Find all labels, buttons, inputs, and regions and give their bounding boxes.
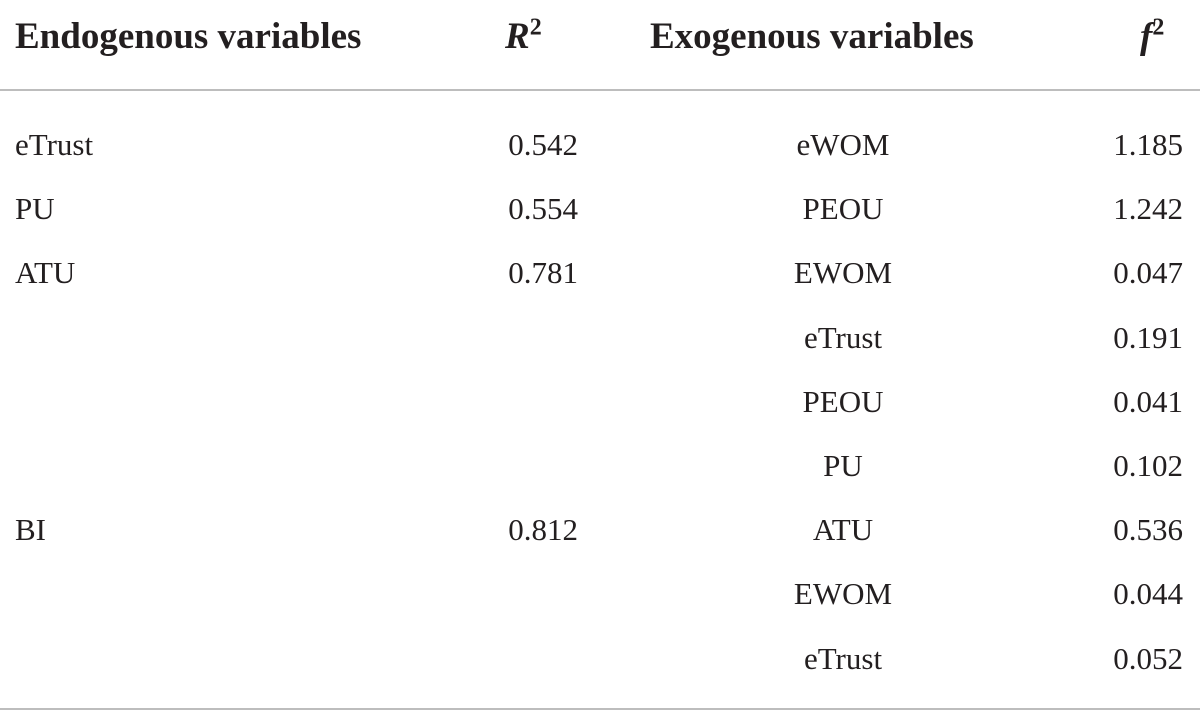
header-text: Endogenous variables (15, 16, 362, 57)
table-cell: eWOM (796, 127, 890, 162)
table-cell: 0.191 (1113, 319, 1183, 355)
header-text: R (505, 16, 530, 57)
table-cell: PU (823, 448, 863, 483)
header-cell: R2 (505, 12, 542, 62)
table-cell: 1.185 (1113, 127, 1183, 162)
table-cell: 0.781 (508, 255, 578, 291)
table-cell: 1.242 (1113, 191, 1183, 227)
table-cell: PEOU (802, 191, 884, 227)
table-cell: PEOU (802, 383, 884, 419)
table-cell: eTrust (15, 127, 94, 162)
table-cell: 0.041 (1113, 383, 1183, 419)
table-cell: 0.542 (508, 127, 578, 162)
bottom-rule (0, 708, 1200, 710)
table-cell: eTrust (803, 640, 883, 676)
table-cell: eTrust (803, 319, 883, 355)
table-cell: EWOM (793, 255, 893, 291)
table-cell: 0.044 (1113, 576, 1183, 612)
table-cell: 0.812 (508, 512, 578, 548)
header-text: f (1140, 16, 1153, 57)
table-cell: 0.554 (508, 191, 578, 227)
header-cell: f2 (1140, 12, 1164, 62)
header-cell: Exogenous variables (650, 12, 974, 62)
table-cell: BI (15, 512, 46, 548)
table-cell: PU (15, 191, 55, 227)
table-cell: ATU (15, 255, 76, 291)
table-cell: 0.052 (1113, 640, 1183, 676)
header-text: Exogenous variables (650, 16, 974, 57)
header-cell: Endogenous variables (15, 12, 361, 62)
header-superscript: 2 (529, 14, 542, 41)
table-cell: ATU (812, 512, 874, 548)
table-cell: 0.536 (1113, 512, 1183, 548)
table-cell: 0.047 (1113, 255, 1183, 291)
header-superscript: 2 (1152, 14, 1165, 41)
header-rule (0, 89, 1200, 91)
table-cell: EWOM (793, 576, 893, 612)
table-cell: 0.102 (1113, 448, 1183, 483)
